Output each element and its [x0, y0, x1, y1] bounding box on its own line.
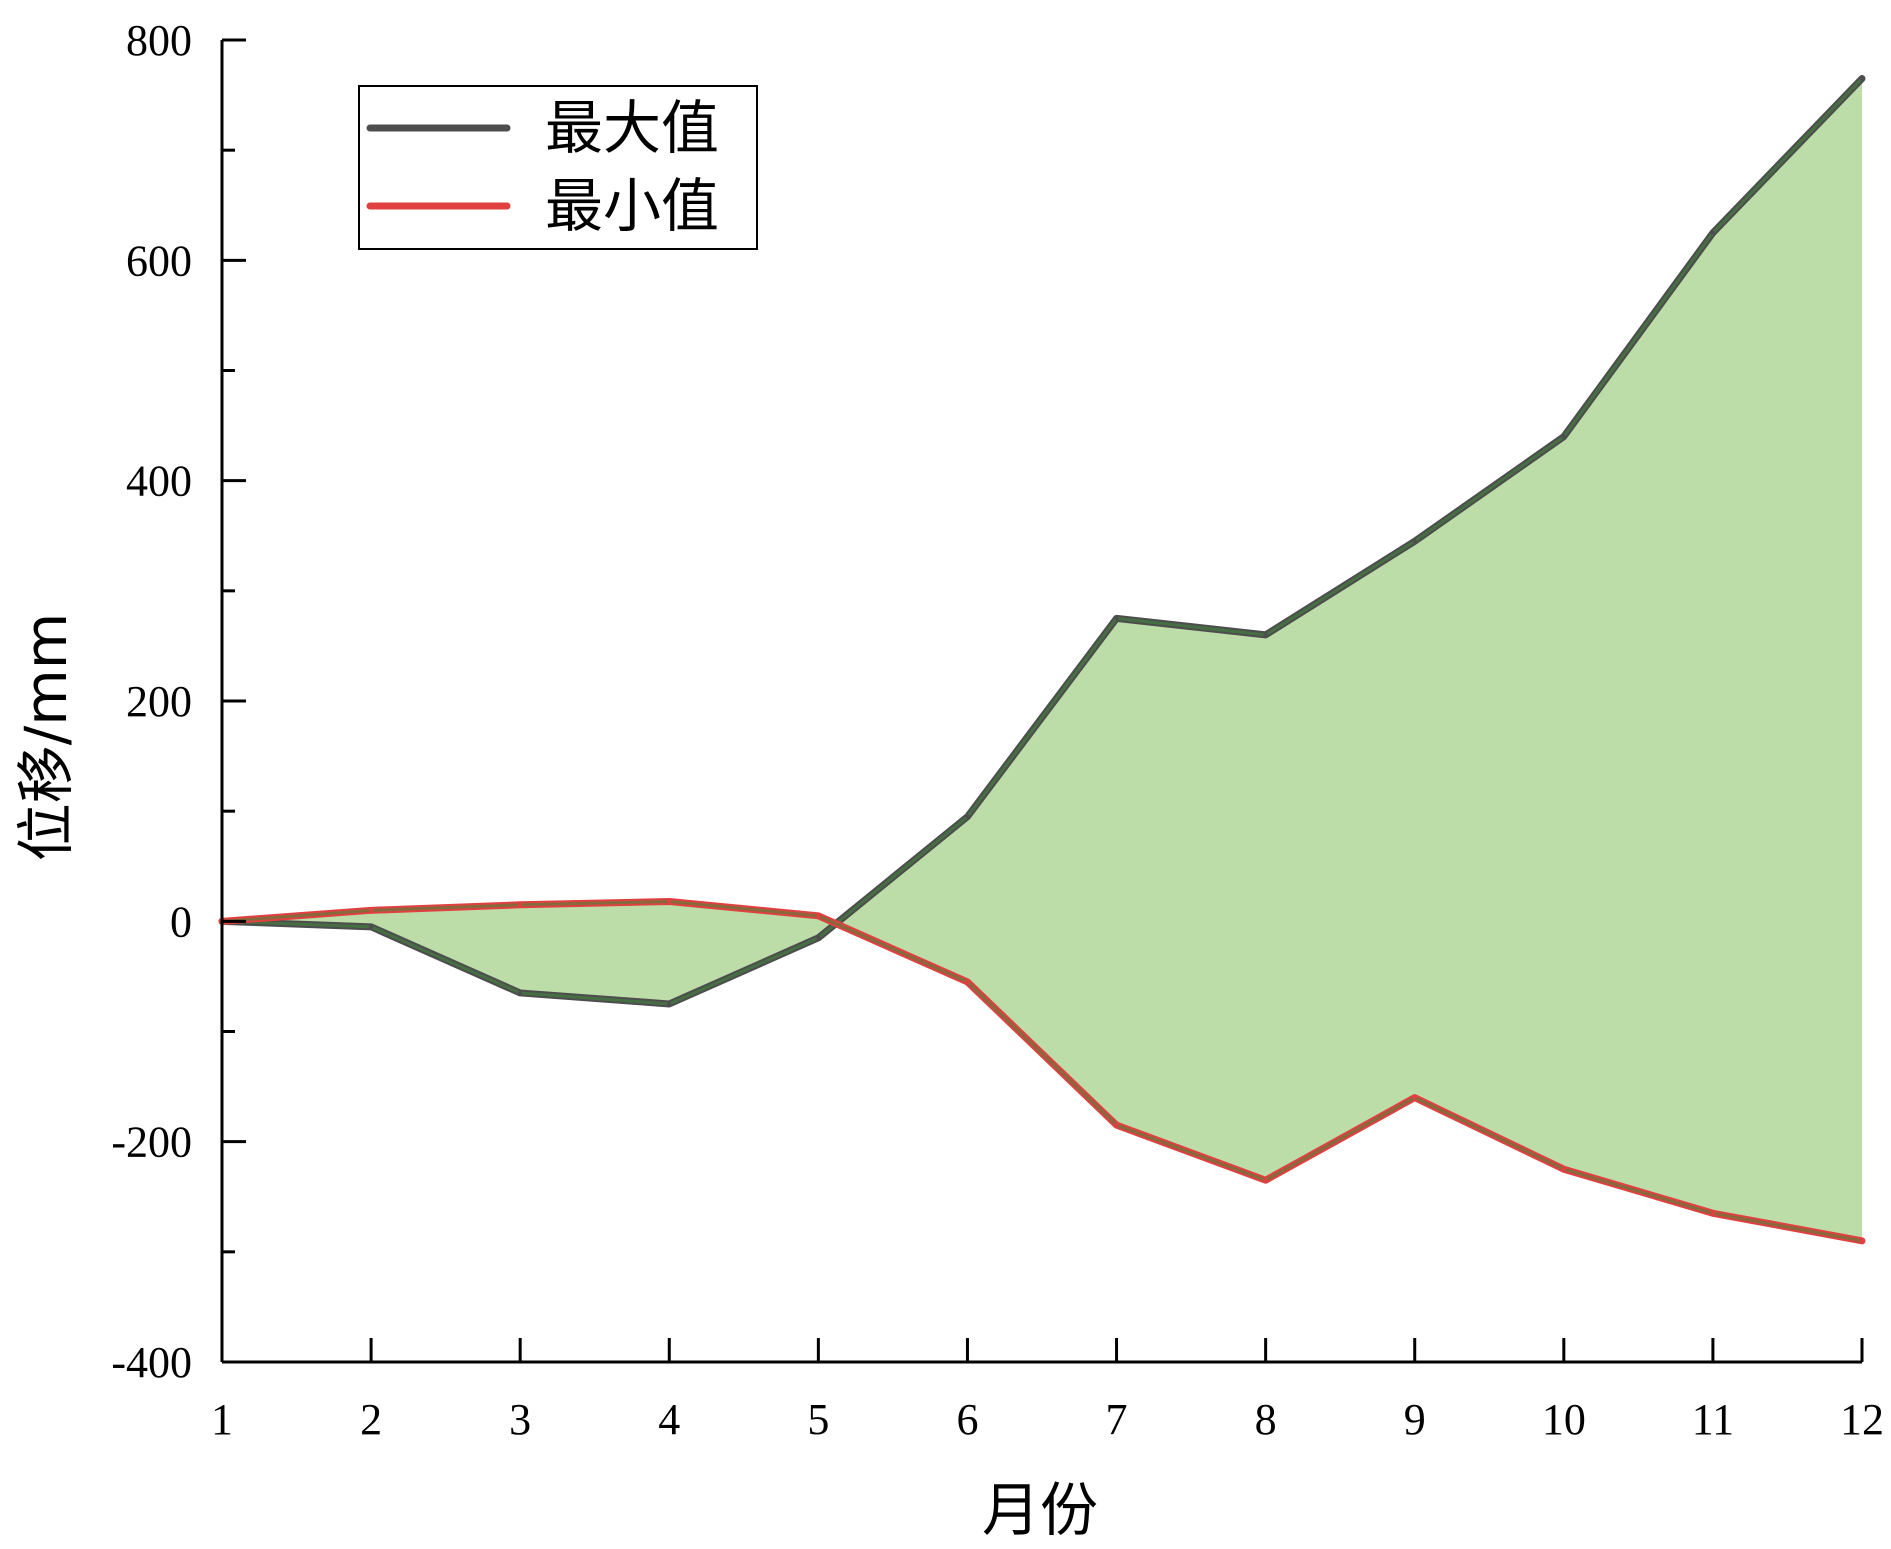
x-tick-label: 12 [1840, 1395, 1884, 1444]
data-point [369, 924, 374, 929]
data-point [1263, 1178, 1268, 1183]
data-point [1860, 76, 1864, 81]
data-point [518, 902, 523, 907]
x-axis-title: 月份 [982, 1476, 1098, 1544]
x-tick-label: 2 [360, 1395, 382, 1444]
x-tick-label: 9 [1404, 1395, 1426, 1444]
x-tick-label: 4 [658, 1395, 680, 1444]
data-point [1263, 632, 1268, 637]
data-point [1412, 539, 1417, 544]
data-point [1710, 230, 1715, 235]
y-tick-label: 600 [126, 236, 192, 285]
data-point [518, 990, 523, 995]
x-tick-label: 6 [956, 1395, 978, 1444]
data-point [369, 908, 374, 913]
range-fill-area [222, 78, 1862, 1241]
data-point [816, 913, 821, 918]
legend-label-min: 最小值 [545, 172, 719, 240]
fill-edge-max [221, 77, 1864, 1006]
y-tick-label: 0 [170, 897, 192, 946]
data-point [667, 1001, 672, 1006]
legend-label-max: 最大值 [545, 94, 719, 162]
x-tick-label: 1 [211, 1395, 233, 1444]
x-ticks: 1 2 3 4 5 6 7 8 9 10 11 12 [211, 1338, 1884, 1444]
y-tick-label: -200 [111, 1118, 192, 1167]
data-point [1561, 434, 1566, 439]
x-tick-label: 3 [509, 1395, 531, 1444]
data-point [1114, 616, 1119, 621]
y-tick-label: 200 [126, 677, 192, 726]
legend-box [358, 85, 758, 250]
plot-area [218, 75, 1866, 1245]
x-tick-label: 5 [807, 1395, 829, 1444]
data-point [1412, 1095, 1417, 1100]
data-point [1114, 1123, 1119, 1128]
fill-edge-min [221, 900, 1863, 1243]
x-tick-label: 11 [1692, 1395, 1734, 1444]
y-ticks: -400 -200 0 200 400 600 800 [111, 16, 246, 1387]
data-point [816, 935, 821, 940]
y-tick-label: -400 [111, 1338, 192, 1387]
data-point [965, 814, 970, 819]
x-tick-label: 7 [1106, 1395, 1128, 1444]
data-point [965, 979, 970, 984]
y-axis-title: 位移/mm [12, 613, 80, 862]
series-layer [218, 75, 1866, 1245]
data-point [667, 899, 672, 904]
y-tick-label: 400 [126, 457, 192, 506]
y-tick-label: 800 [126, 16, 192, 65]
data-point [1710, 1211, 1715, 1216]
data-point [1561, 1167, 1566, 1172]
x-tick-label: 8 [1255, 1395, 1277, 1444]
data-point [1860, 1238, 1864, 1243]
x-tick-label: 10 [1542, 1395, 1586, 1444]
